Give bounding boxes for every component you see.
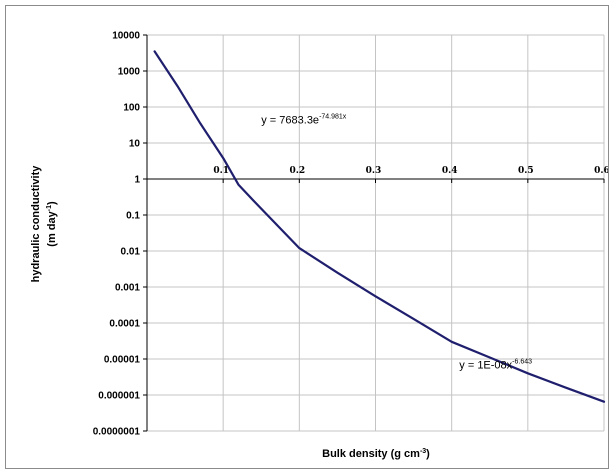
x-tick-label: 0.2 (289, 166, 305, 176)
y-tick-label: 100 (123, 103, 140, 114)
plot-area: 10000 1000 100 10 1 0.1 0.01 0.001 0.0001 0.00001… (93, 31, 608, 438)
equation-exp-label: y = 7683.3e-74.981x (261, 113, 347, 126)
x-tick-label: 0.5 (518, 166, 534, 176)
x-tick-label: 0.4 (442, 166, 458, 176)
equation-pow-label: y = 1E-08x-6.643 (459, 358, 532, 371)
y-tick-label: 0.1 (126, 211, 140, 222)
y-tick-label: 0.01 (121, 247, 141, 258)
x-tick-label: 0.1 (213, 166, 229, 176)
y-tick-label: 10000 (112, 31, 140, 42)
y-tick-label: 0.000001 (98, 391, 140, 402)
chart-frame: 10000 1000 100 10 1 0.1 0.01 0.001 0.0001 0.00001… (5, 5, 609, 469)
y-tick-label: 1 (134, 175, 140, 186)
y-axis-title-line2: (m day-1) (46, 201, 58, 247)
y-tick-label: 0.001 (115, 283, 140, 294)
chart-svg: 10000 1000 100 10 1 0.1 0.01 0.001 0.0001 0.00001… (30, 31, 608, 461)
y-tick-label: 0.0000001 (93, 427, 141, 438)
y-tick-label: 1000 (118, 67, 141, 78)
y-tick-label: 0.00001 (104, 355, 141, 366)
y-axis-title-line1: hydraulic conductivity (30, 165, 42, 283)
data-series-line (153, 50, 606, 403)
y-tick-label: 0.0001 (109, 319, 140, 330)
x-axis-title: Bulk density (g cm-3) (322, 448, 430, 460)
y-tick-label: 10 (129, 139, 141, 150)
x-tick-label: 0.6 (594, 166, 608, 176)
x-tick-label: 0.3 (366, 166, 382, 176)
